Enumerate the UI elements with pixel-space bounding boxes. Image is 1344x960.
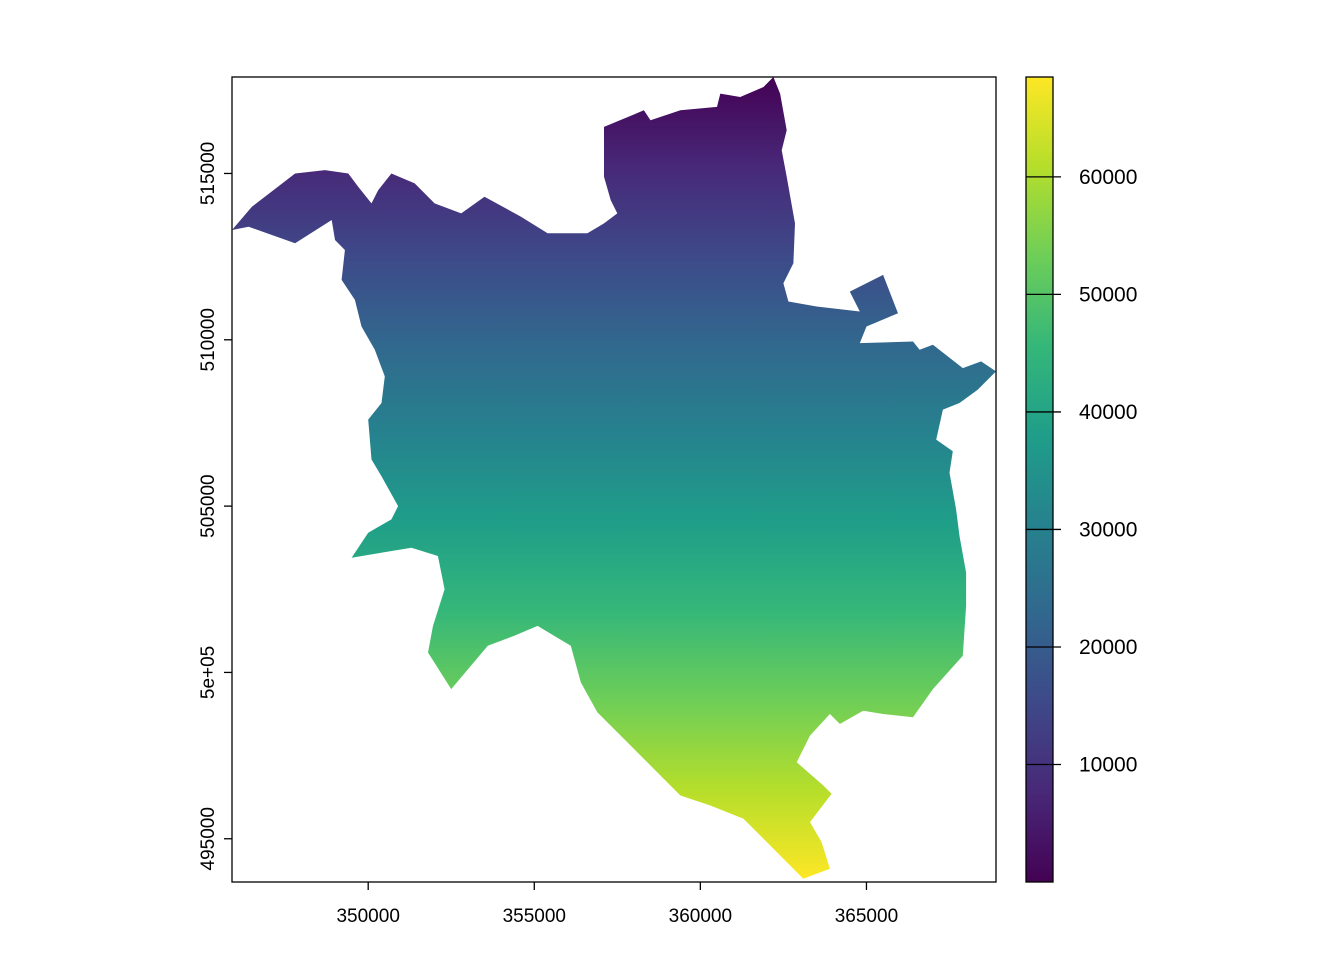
- y-tick-label: 5e+05: [198, 646, 219, 699]
- colorbar-ramp: [1026, 77, 1053, 882]
- x-tick-label: 350000: [336, 906, 399, 927]
- y-tick-label: 515000: [198, 142, 219, 205]
- y-tick-label: 505000: [198, 474, 219, 537]
- raster-layer: [232, 77, 996, 879]
- y-axis: 495000 5e+05 505000 510000 515000: [198, 142, 232, 870]
- x-axis: 350000 355000 360000 365000: [336, 882, 898, 927]
- colorbar-tick-label: 50000: [1079, 283, 1137, 306]
- colorbar-tick-label: 20000: [1079, 636, 1137, 659]
- colorbar-tick-label: 60000: [1079, 166, 1137, 189]
- colorbar-frame: [1025, 76, 1054, 883]
- colorbar-legend: 10000 20000 30000 40000 50000 60000: [1025, 76, 1137, 883]
- x-tick-label: 360000: [669, 906, 732, 927]
- colorbar-tick-label: 10000: [1079, 753, 1137, 776]
- y-tick-label: 495000: [198, 807, 219, 870]
- plot-frame: [231, 76, 997, 883]
- colorbar-tick-label: 40000: [1079, 401, 1137, 424]
- colorbar-ticks: 10000 20000 30000 40000 50000 60000: [1026, 166, 1137, 776]
- x-tick-label: 365000: [835, 906, 898, 927]
- colorbar-tick-label: 30000: [1079, 518, 1137, 541]
- y-tick-label: 510000: [198, 308, 219, 371]
- x-tick-label: 355000: [503, 906, 566, 927]
- raster-region: [232, 77, 996, 879]
